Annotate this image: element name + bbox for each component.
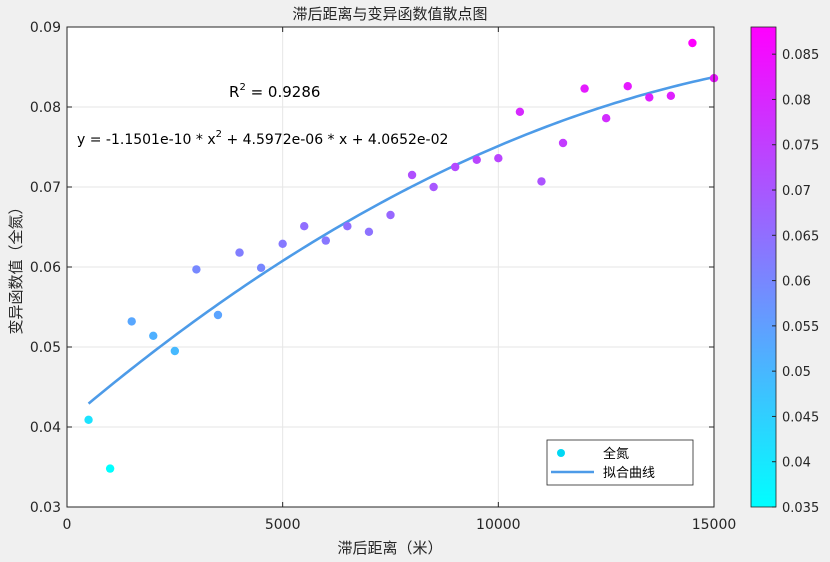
colorbar-tick-label: 0.08 — [782, 93, 811, 108]
scatter-point — [213, 310, 223, 320]
scatter-point — [472, 155, 481, 164]
scatter-point — [494, 154, 503, 163]
colorbar-tick-label: 0.07 — [782, 184, 811, 199]
scatter-point — [515, 107, 525, 117]
scatter-point — [364, 227, 374, 236]
colorbar-tick-label: 0.075 — [782, 139, 819, 154]
y-tick-label: 0.09 — [30, 20, 61, 36]
scatter-point — [300, 222, 309, 231]
scatter-point — [645, 93, 654, 102]
chart-title: 滞后距离与变异函数值散点图 — [292, 5, 487, 23]
colorbar — [750, 26, 777, 508]
scatter-point — [666, 91, 676, 101]
y-tick-label: 0.08 — [30, 100, 61, 116]
y-tick-label: 0.06 — [30, 260, 61, 276]
x-tick-label: 0 — [63, 517, 72, 533]
y-tick-label: 0.03 — [30, 500, 61, 516]
y-tick-label: 0.04 — [30, 420, 61, 436]
colorbar-tick-label: 0.035 — [782, 501, 819, 516]
scatter-point — [235, 248, 244, 257]
scatter-point — [688, 38, 697, 48]
scatter-point — [127, 317, 136, 326]
scatter-point — [407, 170, 417, 180]
y-axis-ticks: 0.03 0.04 0.05 0.06 0.07 0.08 0.09 — [30, 20, 714, 516]
scatter-point — [278, 239, 287, 248]
legend-marker-scatter — [557, 449, 565, 457]
colorbar-tick-label: 0.05 — [782, 365, 811, 380]
scatter-point — [451, 162, 460, 172]
y-axis-label: 变异函数值（全氮） — [7, 199, 25, 334]
scatter-point — [256, 263, 266, 272]
scatter-point — [623, 82, 632, 91]
colorbar-tick-label: 0.06 — [782, 275, 811, 290]
colorbar-ticks: 0.035 0.04 0.045 0.05 0.055 0.06 0.065 0.07 0.07… — [772, 48, 819, 516]
colorbar-tick-label: 0.055 — [782, 320, 819, 335]
scatter-point — [386, 210, 395, 220]
colorbar-tick-label: 0.045 — [782, 410, 819, 425]
fit-curve-line — [87, 75, 715, 405]
scatter-point — [321, 236, 330, 245]
scatter-point — [84, 415, 93, 424]
r-squared-annotation: R2 = 0.9286 — [229, 82, 320, 101]
y-tick-label: 0.07 — [30, 180, 61, 196]
scatter-point — [601, 114, 611, 123]
colorbar-tick-label: 0.04 — [782, 456, 811, 471]
y-tick-label: 0.05 — [30, 340, 61, 356]
legend-label-fit: 拟合曲线 — [603, 466, 655, 481]
legend-label-scatter: 全氮 — [603, 446, 629, 462]
legend-box — [546, 439, 694, 486]
scatter-point — [149, 331, 158, 340]
x-axis-label: 滞后距离（米） — [337, 539, 442, 557]
scatter-point — [537, 177, 546, 186]
x-tick-label: 10000 — [476, 517, 521, 533]
scatter-point — [105, 464, 115, 473]
fit-curve-layer — [87, 75, 715, 405]
scatter-point — [343, 222, 352, 231]
scatter-point — [192, 265, 201, 274]
scatter-point — [170, 346, 180, 356]
scatter-point — [580, 84, 589, 93]
colorbar-tick-label: 0.085 — [782, 48, 819, 63]
colorbar-tick-label: 0.065 — [782, 229, 819, 244]
legend: 全氮 拟合曲线 — [546, 439, 694, 486]
x-tick-label: 15000 — [692, 517, 737, 533]
x-axis-ticks: 0 5000 10000 15000 — [63, 27, 737, 533]
scatter-point — [429, 182, 438, 192]
scatter-points — [84, 38, 719, 473]
fit-equation-annotation: y = -1.1501e-10 * x2 + 4.5972e-06 * x + … — [77, 129, 448, 148]
x-tick-label: 5000 — [265, 517, 301, 533]
scatter-point — [558, 138, 568, 148]
